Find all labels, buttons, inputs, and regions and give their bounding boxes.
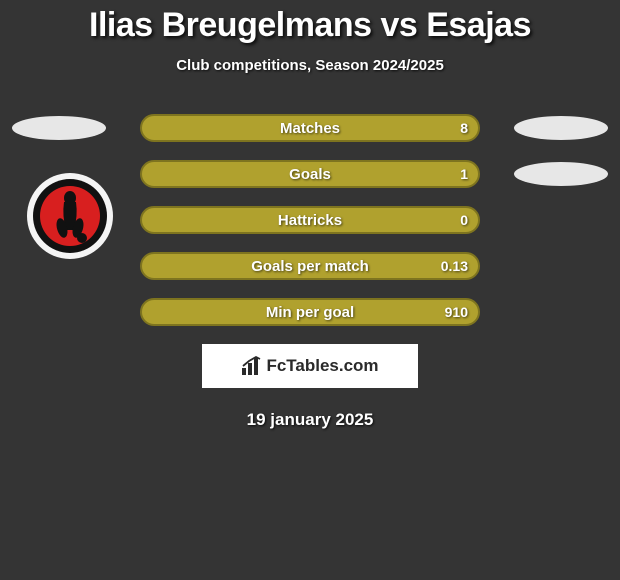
stat-bar: Matches 8 [140,114,480,142]
page-title: Ilias Breugelmans vs Esajas [0,0,620,45]
infographic-container: Ilias Breugelmans vs Esajas Club competi… [0,0,620,580]
left-value-oval [12,116,106,140]
stat-right-value: 910 [445,304,468,320]
right-value-oval [514,116,608,140]
stat-bar: Goals per match 0.13 [140,252,480,280]
stat-bar: Hattricks 0 [140,206,480,234]
stat-row: Matches 8 [0,114,620,142]
stat-row: Goals per match 0.13 [0,252,620,280]
stat-label: Goals per match [251,258,369,275]
stat-label: Hattricks [278,212,342,229]
stat-row: Hattricks 0 [0,206,620,234]
stat-label: Matches [280,120,340,137]
stat-right-value: 0.13 [441,258,468,274]
stat-row: Min per goal 910 [0,298,620,326]
stat-bar: Goals 1 [140,160,480,188]
stat-label: Goals [289,166,331,183]
stat-right-value: 0 [460,212,468,228]
stats-zone: Matches 8 Goals 1 Hattricks 0 Goals per match 0… [0,114,620,326]
stat-bar: Min per goal 910 [140,298,480,326]
subtitle: Club competitions, Season 2024/2025 [0,57,620,74]
bars-icon [241,356,263,376]
brand-text: FcTables.com [266,356,378,376]
right-value-oval [514,162,608,186]
stat-label: Min per goal [266,304,354,321]
stat-right-value: 8 [460,120,468,136]
date-text: 19 january 2025 [0,410,620,430]
stat-right-value: 1 [460,166,468,182]
stat-row: Goals 1 [0,160,620,188]
fctables-badge: FcTables.com [202,344,418,388]
